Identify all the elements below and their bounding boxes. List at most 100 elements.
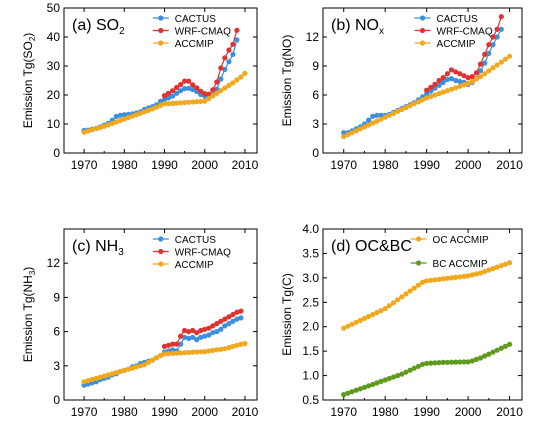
plot-frame: [322, 228, 523, 401]
data-point: [395, 297, 401, 303]
data-point: [469, 358, 475, 364]
data-point: [444, 71, 450, 77]
data-point: [457, 71, 463, 77]
panel-label-main: (c) NH: [72, 238, 118, 255]
y-tick-label: 12: [306, 30, 320, 44]
data-point: [113, 119, 119, 125]
data-point: [198, 349, 204, 355]
data-point: [214, 347, 220, 353]
y-tick-label: 3.0: [302, 271, 319, 285]
y-tick-label: 9: [312, 59, 319, 73]
data-point: [436, 360, 442, 366]
chart-panel-3: 1970 1980 1990 2000 2010 0.5 1.0 1.5 2.0 2.5 3.0 3.…: [280, 222, 523, 419]
data-point: [202, 326, 208, 332]
legend-label: OC ACCMIP: [433, 235, 489, 246]
data-point: [498, 14, 504, 20]
data-point: [157, 98, 164, 104]
data-point: [202, 333, 208, 339]
data-point: [507, 341, 513, 347]
data-point: [440, 359, 446, 365]
data-point: [178, 341, 184, 347]
data-point: [473, 76, 479, 82]
data-point: [361, 384, 368, 390]
legend-label: WRF-CMAQ: [175, 248, 231, 259]
data-point: [432, 85, 438, 91]
data-point: [403, 291, 409, 297]
legend-marker: [158, 40, 164, 46]
legend-label: ACCMIP: [175, 39, 214, 50]
data-point: [349, 321, 355, 327]
y-tick-label: 12: [47, 256, 61, 270]
data-point: [174, 100, 180, 106]
y-tick-label: 4.0: [302, 222, 319, 236]
data-point: [186, 349, 192, 356]
data-point: [486, 50, 492, 57]
y-axis-label-main: Emission Tg(NH: [21, 275, 35, 362]
data-point: [382, 114, 388, 120]
data-point: [198, 88, 204, 94]
data-point: [424, 278, 430, 284]
data-point: [161, 101, 168, 107]
data-point: [170, 100, 176, 106]
data-point: [457, 78, 463, 85]
series-0: [341, 260, 513, 331]
data-point: [465, 80, 471, 86]
data-point: [226, 314, 232, 320]
data-point: [494, 62, 500, 68]
y-tick-label: 2.5: [302, 295, 319, 309]
data-point: [498, 345, 504, 351]
data-point: [411, 285, 417, 291]
data-point: [218, 318, 224, 324]
data-point: [411, 101, 417, 107]
data-point: [382, 377, 388, 383]
y-tick-label: 1.5: [302, 344, 319, 358]
series-line: [84, 39, 238, 131]
data-point: [105, 372, 111, 378]
data-point: [469, 272, 475, 278]
data-point: [395, 373, 401, 379]
data-point: [194, 85, 200, 91]
data-point: [97, 374, 103, 380]
data-point: [141, 362, 147, 368]
y-tick-label: 50: [47, 1, 61, 15]
data-point: [234, 37, 240, 43]
data-point: [390, 110, 397, 116]
data-point: [81, 379, 87, 385]
data-point: [170, 350, 176, 356]
data-point: [411, 365, 417, 371]
data-point: [174, 350, 180, 356]
data-point: [190, 327, 196, 334]
data-point: [345, 390, 351, 396]
data-point: [206, 325, 212, 331]
panel-label: (b) NOx: [331, 17, 384, 37]
data-point: [214, 79, 220, 85]
data-point: [170, 347, 176, 353]
data-point: [415, 363, 421, 369]
data-point: [502, 56, 508, 62]
data-point: [424, 360, 430, 366]
data-point: [157, 352, 164, 359]
series-1: [161, 27, 240, 99]
data-point: [502, 261, 508, 267]
data-point: [357, 317, 363, 323]
data-point: [399, 106, 405, 113]
y-tick-label: 2.0: [302, 320, 319, 334]
data-point: [238, 315, 244, 321]
data-point: [486, 42, 492, 48]
data-point: [182, 86, 188, 92]
data-point: [482, 51, 488, 58]
legend-item: WRF-CMAQ: [414, 27, 493, 38]
data-point: [97, 124, 103, 131]
data-point: [374, 118, 380, 124]
data-point: [490, 42, 496, 48]
data-point: [428, 277, 434, 283]
data-point: [353, 319, 359, 325]
data-point: [141, 109, 147, 115]
legend-item: ACCMIP: [414, 39, 476, 50]
data-point: [210, 93, 216, 99]
y-axis-label-sub: 2: [28, 36, 37, 41]
data-point: [161, 343, 168, 349]
data-point: [210, 347, 216, 353]
data-point: [186, 78, 192, 84]
